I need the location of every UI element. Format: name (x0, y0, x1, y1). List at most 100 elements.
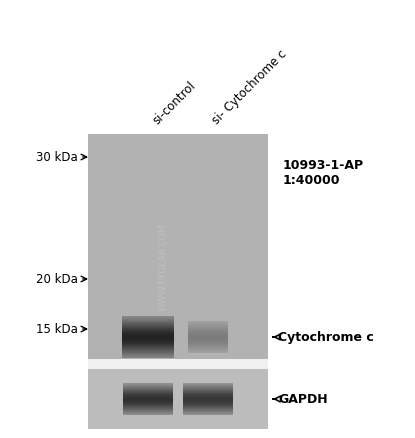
Bar (188, 352, 228, 353)
Bar (122, 321, 173, 322)
Bar (183, 409, 233, 410)
Bar (188, 329, 228, 330)
Bar (188, 332, 228, 333)
Bar (122, 343, 173, 344)
Bar (123, 395, 173, 396)
Bar (188, 346, 228, 347)
Bar (183, 386, 233, 387)
Bar (123, 401, 173, 402)
Bar (188, 348, 228, 349)
Bar (188, 331, 228, 332)
Bar (183, 394, 233, 395)
Bar (122, 336, 173, 337)
Bar (123, 397, 173, 398)
Bar (183, 398, 233, 399)
Bar (122, 338, 173, 339)
Text: 20 kDa: 20 kDa (36, 273, 78, 286)
Bar (122, 335, 173, 336)
Bar (122, 319, 173, 320)
Bar (183, 405, 233, 406)
Bar (188, 328, 228, 329)
Bar (183, 399, 233, 400)
Bar (122, 332, 173, 333)
Bar (183, 390, 233, 391)
Bar (188, 351, 228, 352)
Bar (188, 326, 228, 327)
Bar (123, 392, 173, 393)
Bar (188, 340, 228, 341)
Bar (122, 327, 173, 328)
Bar (122, 351, 173, 352)
Bar (183, 385, 233, 386)
Bar (123, 414, 173, 415)
Bar (122, 325, 173, 326)
Bar (122, 348, 173, 349)
Bar (123, 400, 173, 401)
Bar (183, 406, 233, 407)
Bar (123, 394, 173, 395)
Bar (188, 333, 228, 334)
Bar (183, 412, 233, 413)
Bar (183, 414, 233, 415)
Bar (188, 335, 228, 336)
Bar (122, 326, 173, 327)
Bar (188, 349, 228, 350)
Bar (183, 384, 233, 385)
Bar (183, 387, 233, 388)
Bar (183, 415, 233, 416)
Bar (122, 337, 173, 338)
Bar (183, 389, 233, 390)
Bar (123, 413, 173, 414)
Bar (188, 342, 228, 343)
Bar (122, 342, 173, 343)
Bar (183, 410, 233, 411)
Text: si- Cytochrome c: si- Cytochrome c (210, 47, 289, 127)
Bar (183, 391, 233, 392)
Bar (183, 404, 233, 405)
Bar (188, 338, 228, 339)
Bar (123, 410, 173, 411)
Bar (122, 357, 173, 358)
Bar (122, 334, 173, 335)
Bar (123, 404, 173, 405)
Bar (183, 388, 233, 389)
Bar (122, 320, 173, 321)
Bar (122, 323, 173, 324)
Bar (188, 323, 228, 324)
Bar (123, 408, 173, 409)
Bar (122, 354, 173, 355)
Bar (123, 393, 173, 394)
Bar (123, 399, 173, 400)
Bar (122, 324, 173, 325)
Bar (122, 339, 173, 340)
Bar (188, 343, 228, 344)
Bar (188, 345, 228, 346)
Bar (122, 333, 173, 334)
Bar (122, 349, 173, 350)
Bar (183, 413, 233, 414)
Bar (188, 347, 228, 348)
Text: GAPDH: GAPDH (278, 392, 327, 406)
Bar (122, 331, 173, 332)
Bar (123, 389, 173, 390)
Bar (123, 405, 173, 406)
Text: si-control: si-control (150, 79, 198, 127)
Bar (188, 322, 228, 323)
Bar (122, 352, 173, 353)
Bar (123, 415, 173, 416)
Bar (122, 328, 173, 329)
Bar (122, 356, 173, 357)
Bar (123, 385, 173, 386)
Bar (123, 391, 173, 392)
Bar (188, 334, 228, 335)
Bar (123, 398, 173, 399)
Bar (123, 402, 173, 403)
Bar (183, 408, 233, 409)
Text: WWW.PTGLAB.COM: WWW.PTGLAB.COM (159, 223, 168, 311)
Bar (123, 406, 173, 407)
Bar (122, 353, 173, 354)
Bar (183, 397, 233, 398)
Text: 30 kDa: 30 kDa (36, 151, 78, 164)
Bar (123, 384, 173, 385)
Bar (122, 344, 173, 345)
